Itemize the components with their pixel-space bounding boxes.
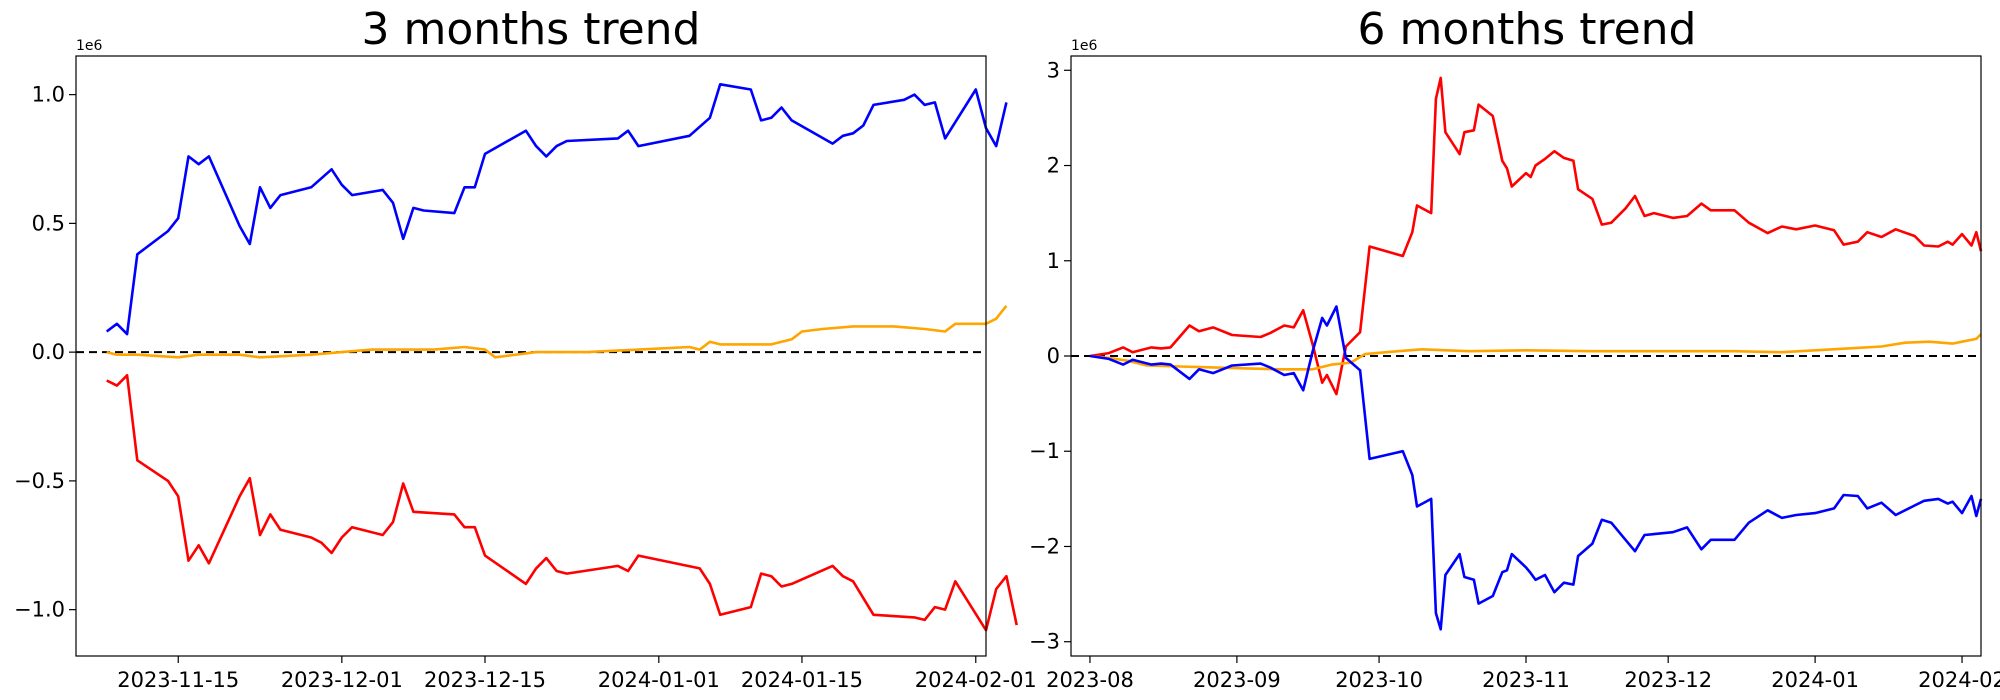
y-tick-label: 3 bbox=[1047, 58, 1060, 82]
y-tick-label: 0.0 bbox=[32, 340, 65, 364]
chart-0: 1.0 0.5 0.0 −0.5 −1.0 2023-11-15 2023-12-01 202… bbox=[14, 38, 1037, 692]
series-line-0 bbox=[105, 83, 1008, 336]
x-tick-label: 2024-01-01 bbox=[598, 668, 720, 692]
x-tick-label: 2023-12-01 bbox=[281, 668, 403, 692]
x-tick-label: 2024-01 bbox=[1771, 668, 1859, 692]
x-tick-label: 2023-11 bbox=[1482, 668, 1570, 692]
series-line-0 bbox=[1089, 76, 1983, 396]
y-tick-label: −1 bbox=[1029, 439, 1060, 463]
y-tick-label: −3 bbox=[1029, 630, 1060, 654]
x-tick-label: 2023-08 bbox=[1046, 668, 1134, 692]
y-exponent-label: 1e6 bbox=[1071, 38, 1098, 54]
x-tick-label: 2023-12 bbox=[1624, 668, 1712, 692]
series-line-2 bbox=[1089, 305, 1983, 631]
y-tick-label: 1 bbox=[1047, 249, 1060, 273]
x-tick-label: 2023-11-15 bbox=[117, 668, 239, 692]
series-line-1 bbox=[106, 304, 1008, 359]
x-tick-label: 2023-12-15 bbox=[424, 668, 546, 692]
series-line-2 bbox=[106, 373, 1018, 632]
y-tick-label: 0.5 bbox=[32, 211, 65, 235]
chart-1: 3 2 1 0 −1 −2 −3 2023-08 2023-09 2023-10 2023-11 20… bbox=[1029, 38, 2000, 692]
y-tick-label: −0.5 bbox=[14, 469, 65, 493]
x-tick-label: 2023-10 bbox=[1335, 668, 1423, 692]
plot-frame bbox=[75, 55, 987, 657]
chart-title-3-months: 3 months trend bbox=[361, 4, 701, 55]
y-tick-label: −1.0 bbox=[14, 598, 65, 622]
x-tick-label: 2024-02-01 bbox=[915, 668, 1037, 692]
chart-title-6-months: 6 months trend bbox=[1357, 4, 1697, 55]
series-line-1 bbox=[1089, 333, 1982, 371]
y-tick-label: 0 bbox=[1047, 344, 1060, 368]
y-tick-label: −2 bbox=[1029, 534, 1060, 558]
y-tick-label: 2 bbox=[1047, 154, 1060, 178]
x-tick-label: 2023-09 bbox=[1193, 668, 1281, 692]
x-tick-label: 2024-01-15 bbox=[741, 668, 863, 692]
x-tick-label: 2024-02 bbox=[1918, 668, 2000, 692]
y-tick-label: 1.0 bbox=[32, 83, 65, 107]
y-exponent-label: 1e6 bbox=[76, 38, 103, 54]
